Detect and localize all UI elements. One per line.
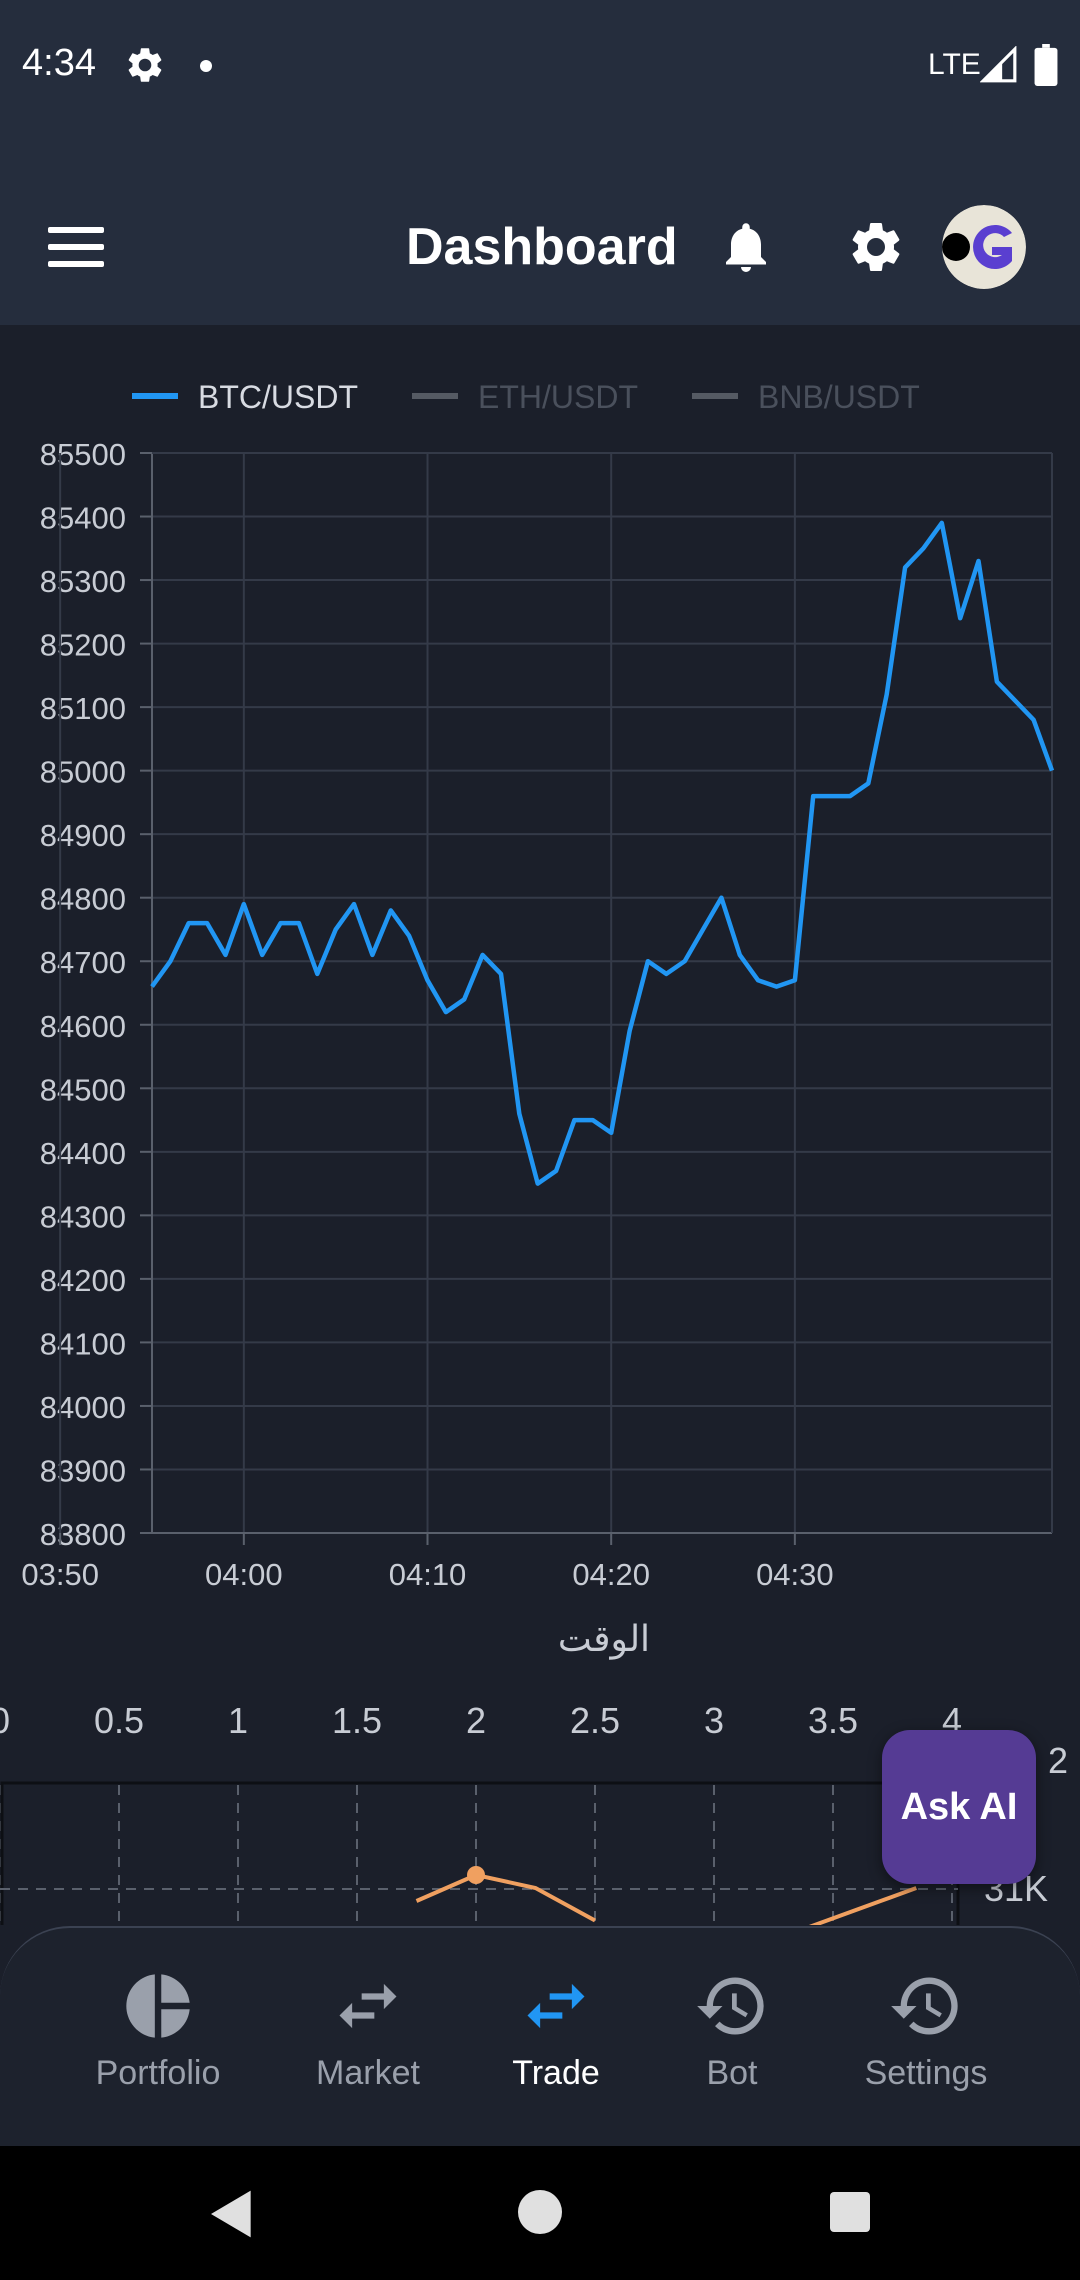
plot-frame xyxy=(0,1781,960,1945)
nav-label-settings: Settings xyxy=(864,2054,988,2092)
y-tick-label: 84100 xyxy=(40,1326,126,1361)
signal-icon xyxy=(980,46,1017,83)
y-tick-label: 84300 xyxy=(40,1199,126,1234)
status-bar: 4:34 LTE xyxy=(0,0,1080,135)
x-tick-label: 3 xyxy=(704,1700,724,1741)
secondary-series-line xyxy=(415,1872,596,1923)
history-icon xyxy=(697,1977,764,2035)
y-tick-label: 83900 xyxy=(40,1453,126,1488)
x-tick-label: 03:50 xyxy=(21,1557,99,1592)
y-tick-label: 84700 xyxy=(40,945,126,980)
x-axis-label: الوقت xyxy=(558,1619,650,1660)
y-tick-label: 85200 xyxy=(40,628,126,663)
back-icon[interactable] xyxy=(204,2186,260,2242)
avatar[interactable] xyxy=(942,205,1026,289)
btc-line-chart: BTC/USDT ETH/USDT BNB/USDT 85500 85400 85300 8… xyxy=(21,379,1055,1660)
system-nav-bar xyxy=(0,2146,1080,2280)
settings-gear-icon xyxy=(128,48,162,82)
y-tick-label: 85400 xyxy=(40,501,126,536)
x-tick-label: 0 xyxy=(0,1700,10,1741)
right-axis-label: 2 xyxy=(1048,1740,1068,1781)
x-tick-label: 04:30 xyxy=(756,1557,834,1592)
nav-trade[interactable]: Trade xyxy=(456,1968,656,2093)
battery-icon xyxy=(1034,44,1058,86)
home-icon[interactable] xyxy=(518,2190,562,2234)
app-bar: Dashboard xyxy=(0,135,1080,325)
page-title: Dashboard xyxy=(406,218,678,276)
x-tick-label: 2 xyxy=(466,1700,486,1741)
x-tick-label: 0.5 xyxy=(94,1700,144,1741)
gear-icon[interactable] xyxy=(846,217,906,277)
highlight-point xyxy=(467,1866,485,1884)
nav-label-bot: Bot xyxy=(706,2054,758,2092)
x-tick-label: 1 xyxy=(228,1700,248,1741)
y-tick-label: 84200 xyxy=(40,1263,126,1298)
nav-market[interactable]: Market xyxy=(268,1968,468,2093)
pie-chart-icon xyxy=(126,1974,190,2038)
nav-settings[interactable]: Settings xyxy=(826,1968,1026,2093)
x-tick-label: 1.5 xyxy=(332,1700,382,1741)
bottom-nav: Portfolio Market Trade Bot Settings xyxy=(0,1926,1080,2148)
y-tick-label: 84500 xyxy=(40,1072,126,1107)
y-tick-label: 85000 xyxy=(40,755,126,790)
recents-icon[interactable] xyxy=(830,2192,870,2232)
nav-label-market: Market xyxy=(316,2054,420,2092)
y-tick-label: 85500 xyxy=(40,437,126,472)
y-tick-label: 85100 xyxy=(40,691,126,726)
ask-ai-label: Ask AI xyxy=(900,1786,1018,1828)
y-tick-label: 85300 xyxy=(40,564,126,599)
x-tick-label: 2.5 xyxy=(570,1700,620,1741)
bell-icon[interactable] xyxy=(716,215,776,279)
y-tick-label: 84900 xyxy=(40,818,126,853)
nav-label-portfolio: Portfolio xyxy=(95,2054,221,2092)
x-tick-label: 04:00 xyxy=(205,1557,283,1592)
status-time: 4:34 xyxy=(22,42,96,84)
y-tick-label: 84600 xyxy=(40,1009,126,1044)
y-tick-label: 84400 xyxy=(40,1136,126,1171)
network-type: LTE xyxy=(928,48,981,81)
legend-label: ETH/USDT xyxy=(478,379,638,415)
notification-dot xyxy=(200,60,212,72)
swap-arrows-icon xyxy=(339,1983,397,2029)
history-icon xyxy=(891,1977,958,2035)
price-chart: BTC/USDT ETH/USDT BNB/USDT 85500 85400 85300 8… xyxy=(0,325,1080,1665)
btc-series-line xyxy=(150,520,1055,1186)
x-tick-label: 04:20 xyxy=(572,1557,650,1592)
swap-arrows-icon xyxy=(527,1983,585,2029)
menu-icon[interactable] xyxy=(48,227,104,271)
nav-bot[interactable]: Bot xyxy=(632,1968,832,2093)
y-tick-label: 84000 xyxy=(40,1390,126,1425)
y-tick-label: 83800 xyxy=(40,1517,126,1552)
legend-label: BTC/USDT xyxy=(198,379,358,415)
y-tick-label: 84800 xyxy=(40,882,126,917)
nav-portfolio[interactable]: Portfolio xyxy=(58,1968,258,2093)
x-tick-label: 04:10 xyxy=(389,1557,467,1592)
nav-label-trade: Trade xyxy=(512,2054,600,2092)
ask-ai-button[interactable]: Ask AI xyxy=(882,1730,1036,1884)
x-tick-label: 3.5 xyxy=(808,1700,858,1741)
legend-label: BNB/USDT xyxy=(758,379,920,415)
secondary-series-line xyxy=(808,1886,917,1929)
